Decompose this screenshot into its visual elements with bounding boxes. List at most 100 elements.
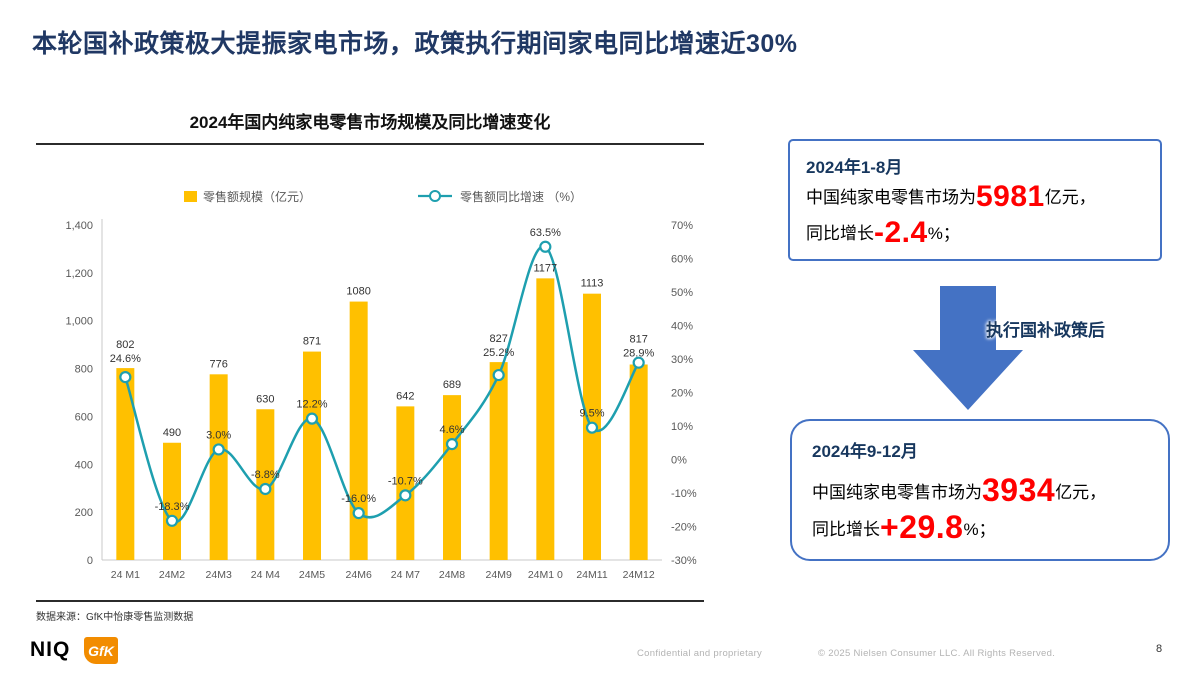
bar-value-label: 1177 <box>534 262 558 274</box>
marker-24M3 <box>212 443 225 456</box>
growth-value-label: 12.2% <box>296 399 327 411</box>
chart-block: 2024年国内纯家电零售市场规模及同比增速变化 零售额规模（亿元） 零售额同比增速… <box>36 104 704 623</box>
callout-line-growth: 同比增长-2.4%； <box>806 216 1144 252</box>
growth-suffix: %； <box>963 519 996 539</box>
marker-24M6 <box>352 507 365 520</box>
growth-suffix: %； <box>927 223 960 243</box>
callout-line-growth: 同比增长+29.8%； <box>812 511 1148 548</box>
right-axis-tick: 30% <box>671 354 693 366</box>
x-axis-label: 24M2 <box>159 569 185 581</box>
bar-24M3 <box>209 374 228 560</box>
left-axis-tick: 200 <box>75 507 93 519</box>
legend-line-label: 零售额同比增速 （%） <box>460 189 582 204</box>
revenue-prefix: 中国纯家电零售市场为 <box>812 483 982 502</box>
marker-24M11 <box>585 421 599 434</box>
x-axis-label: 24M9 <box>486 569 512 581</box>
x-axis-label: 24M6 <box>346 569 372 581</box>
bar-value-label: 817 <box>629 334 647 346</box>
x-axis-label: 24M12 <box>623 569 655 581</box>
bar-value-label: 802 <box>116 339 134 351</box>
right-axis-tick: 40% <box>671 321 693 333</box>
bar-24M8 <box>443 395 461 560</box>
left-axis-tick: 600 <box>75 411 93 423</box>
bar-value-label: 630 <box>256 393 274 405</box>
x-axis-label: 24 M7 <box>391 569 420 581</box>
right-axis-tick: 50% <box>671 287 693 299</box>
chart-title: 2024年国内纯家电零售市场规模及同比增速变化 <box>36 104 704 145</box>
x-axis-label: 24M1 0 <box>528 569 563 581</box>
x-axis-label: 24M5 <box>299 569 325 581</box>
page-number: 8 <box>1156 643 1163 655</box>
copyright-note: © 2025 Nielsen Consumer LLC. All Rights … <box>818 648 1056 659</box>
marker-24M2 <box>165 514 179 527</box>
callout-box-jan-aug: 2024年1-8月 中国纯家电零售市场为5981亿元， 同比增长-2.4%； <box>788 139 1162 262</box>
arrow-label: 执行国补政策后 <box>986 321 1105 340</box>
chart-source-note: 数据来源：GfK中怡康零售监测数据 <box>36 600 704 623</box>
marker-24M8 <box>445 437 459 451</box>
bar-value-label: 490 <box>163 427 181 439</box>
retail-combo-chart-svg: 零售额规模（亿元） 零售额同比增速 （%） 0 200 400 600 800 1,000 1,… <box>65 189 697 581</box>
x-axis-label: 24M8 <box>439 569 465 581</box>
growth-value-label: 28.9% <box>623 348 654 360</box>
left-axis-tick: 1,400 <box>65 220 93 232</box>
right-axis-tick: -10% <box>671 488 697 500</box>
gfk-logo: GfK <box>84 637 118 664</box>
growth-value-label: -10.7% <box>388 475 423 487</box>
confidential-note: Confidential and proprietary <box>637 648 763 659</box>
marker-24 M1 <box>119 370 132 384</box>
right-axis-tick: 10% <box>671 421 693 433</box>
growth-value-label: -8.8% <box>251 469 280 481</box>
bar-24M9 <box>489 362 508 560</box>
marker-24M9 <box>492 368 505 382</box>
growth-value-label: 9.5% <box>579 408 604 420</box>
bar-value-label: 827 <box>489 333 507 345</box>
right-axis-tick: 0% <box>671 455 687 467</box>
bar-24M1 0 <box>536 278 555 560</box>
bar-24 M1 <box>116 368 135 560</box>
growth-value-label: -18.3% <box>155 501 190 513</box>
legend-bar-swatch <box>184 191 197 202</box>
legend-bar-label: 零售额规模（亿元） <box>203 189 311 204</box>
bar-24M12 <box>629 364 648 560</box>
growth-value-label: 4.6% <box>439 424 464 436</box>
growth-value: -2.4 <box>874 215 928 249</box>
bar-24M2 <box>163 442 181 560</box>
marker-24M5 <box>305 412 319 425</box>
right-axis-tick: 70% <box>671 220 693 232</box>
callout-line-revenue: 中国纯家电零售市场为5981亿元， <box>806 180 1144 216</box>
growth-value-label: 24.6% <box>110 353 141 365</box>
left-axis-tick: 1,000 <box>65 316 93 328</box>
growth-prefix: 同比增长 <box>806 223 874 243</box>
down-arrow-icon <box>913 286 1023 410</box>
bar-value-label: 1113 <box>581 278 604 290</box>
x-axis-label: 24M3 <box>206 569 232 581</box>
callout-line-revenue: 中国纯家电零售市场为3934亿元， <box>812 474 1148 511</box>
bar-24M5 <box>303 351 321 560</box>
right-axis-tick: 60% <box>671 254 693 266</box>
left-axis-tick: 0 <box>87 555 93 567</box>
growth-value-label: 3.0% <box>206 429 231 441</box>
revenue-suffix: 亿元， <box>1044 188 1096 207</box>
revenue-value: 5981 <box>976 180 1045 213</box>
callout-period: 2024年1-8月 <box>806 158 903 177</box>
revenue-value: 3934 <box>982 472 1056 508</box>
bar-24M6 <box>349 301 368 560</box>
right-axis-tick: -30% <box>671 555 697 567</box>
right-axis-tick: -20% <box>671 522 697 534</box>
marker-24 M7 <box>399 489 412 502</box>
x-axis-label: 24M11 <box>576 569 607 581</box>
niq-logo: NIQ <box>30 638 71 661</box>
legend-line-marker <box>429 190 441 202</box>
bar-value-label: 642 <box>396 390 414 402</box>
bar-value-label: 1080 <box>346 286 370 298</box>
combo-chart: 零售额规模（亿元） 零售额同比增速 （%） 0 200 400 600 800 1,000 1,… <box>36 145 704 600</box>
bar-value-label: 871 <box>303 336 321 348</box>
revenue-prefix: 中国纯家电零售市场为 <box>806 188 976 207</box>
slide-title: 本轮国补政策极大提振家电市场，政策执行期间家电同比增速近30% <box>32 30 798 58</box>
revenue-suffix: 亿元， <box>1055 483 1107 502</box>
bar-value-label: 689 <box>443 379 461 391</box>
right-axis-tick: 20% <box>671 388 693 400</box>
growth-value: +29.8 <box>880 508 964 545</box>
left-axis-tick: 1,200 <box>65 268 93 280</box>
growth-value-label: 25.2% <box>483 347 514 359</box>
